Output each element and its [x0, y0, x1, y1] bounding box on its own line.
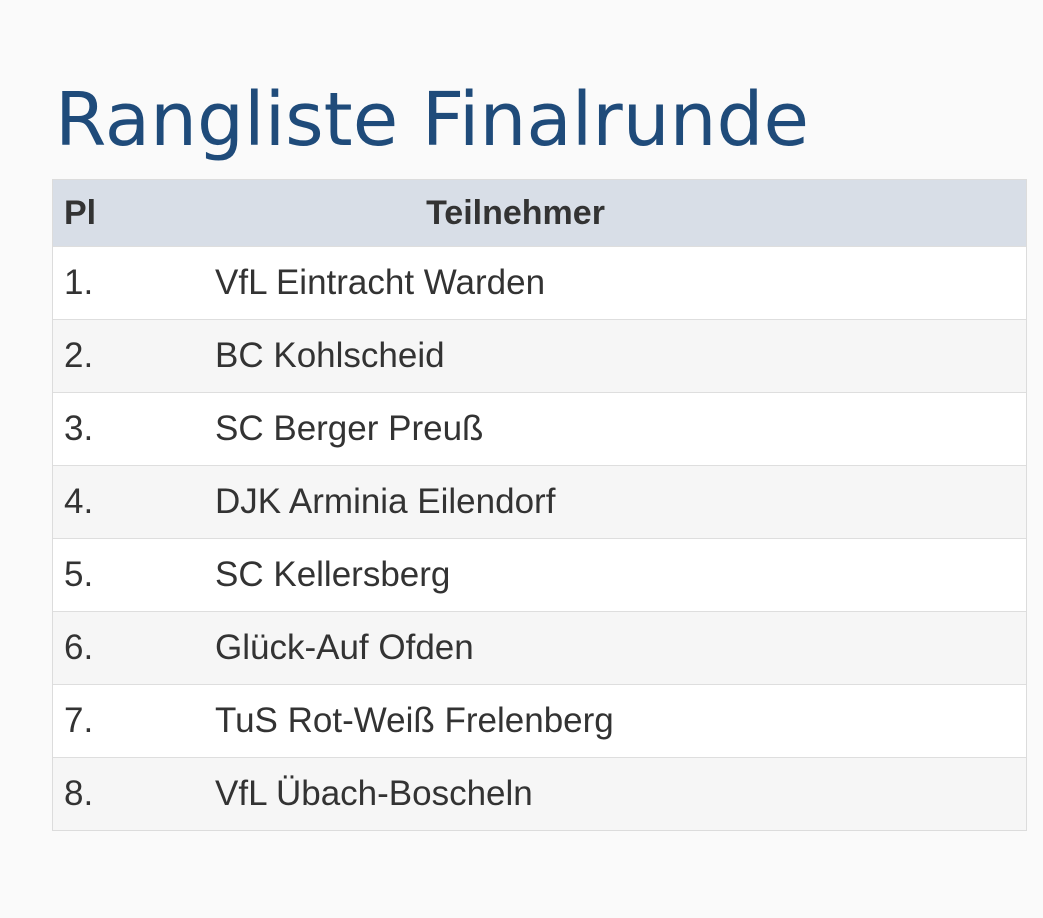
- cell-place: 1.: [64, 263, 94, 302]
- page-title: Rangliste Finalrunde: [55, 77, 810, 163]
- cell-participant: DJK Arminia Eilendorf: [215, 482, 556, 521]
- table-row: 2. BC Kohlscheid: [53, 319, 1026, 392]
- cell-place: 4.: [64, 482, 94, 521]
- cell-place: 2.: [64, 336, 94, 375]
- header-participant: Teilnehmer: [426, 193, 605, 232]
- ranking-table: Pl Teilnehmer 1. VfL Eintracht Warden 2.…: [52, 179, 1027, 831]
- cell-participant: SC Kellersberg: [215, 555, 451, 594]
- cell-participant: SC Berger Preuß: [215, 409, 484, 448]
- table-row: 4. DJK Arminia Eilendorf: [53, 465, 1026, 538]
- cell-place: 7.: [64, 701, 94, 740]
- cell-place: 8.: [64, 774, 94, 813]
- cell-participant: BC Kohlscheid: [215, 336, 445, 375]
- table-row: 3. SC Berger Preuß: [53, 392, 1026, 465]
- table-row: 7. TuS Rot-Weiß Frelenberg: [53, 684, 1026, 757]
- cell-place: 5.: [64, 555, 94, 594]
- cell-place: 6.: [64, 628, 94, 667]
- cell-participant: VfL Eintracht Warden: [215, 263, 546, 302]
- table-header-row: Pl Teilnehmer: [53, 180, 1026, 246]
- header-place: Pl: [64, 193, 97, 232]
- cell-participant: VfL Übach-Boscheln: [215, 774, 533, 813]
- table-row: 5. SC Kellersberg: [53, 538, 1026, 611]
- cell-participant: TuS Rot-Weiß Frelenberg: [215, 701, 614, 740]
- table-row: 8. VfL Übach-Boscheln: [53, 757, 1026, 830]
- cell-place: 3.: [64, 409, 94, 448]
- cell-participant: Glück-Auf Ofden: [215, 628, 474, 667]
- table-row: 1. VfL Eintracht Warden: [53, 246, 1026, 319]
- table-row: 6. Glück-Auf Ofden: [53, 611, 1026, 684]
